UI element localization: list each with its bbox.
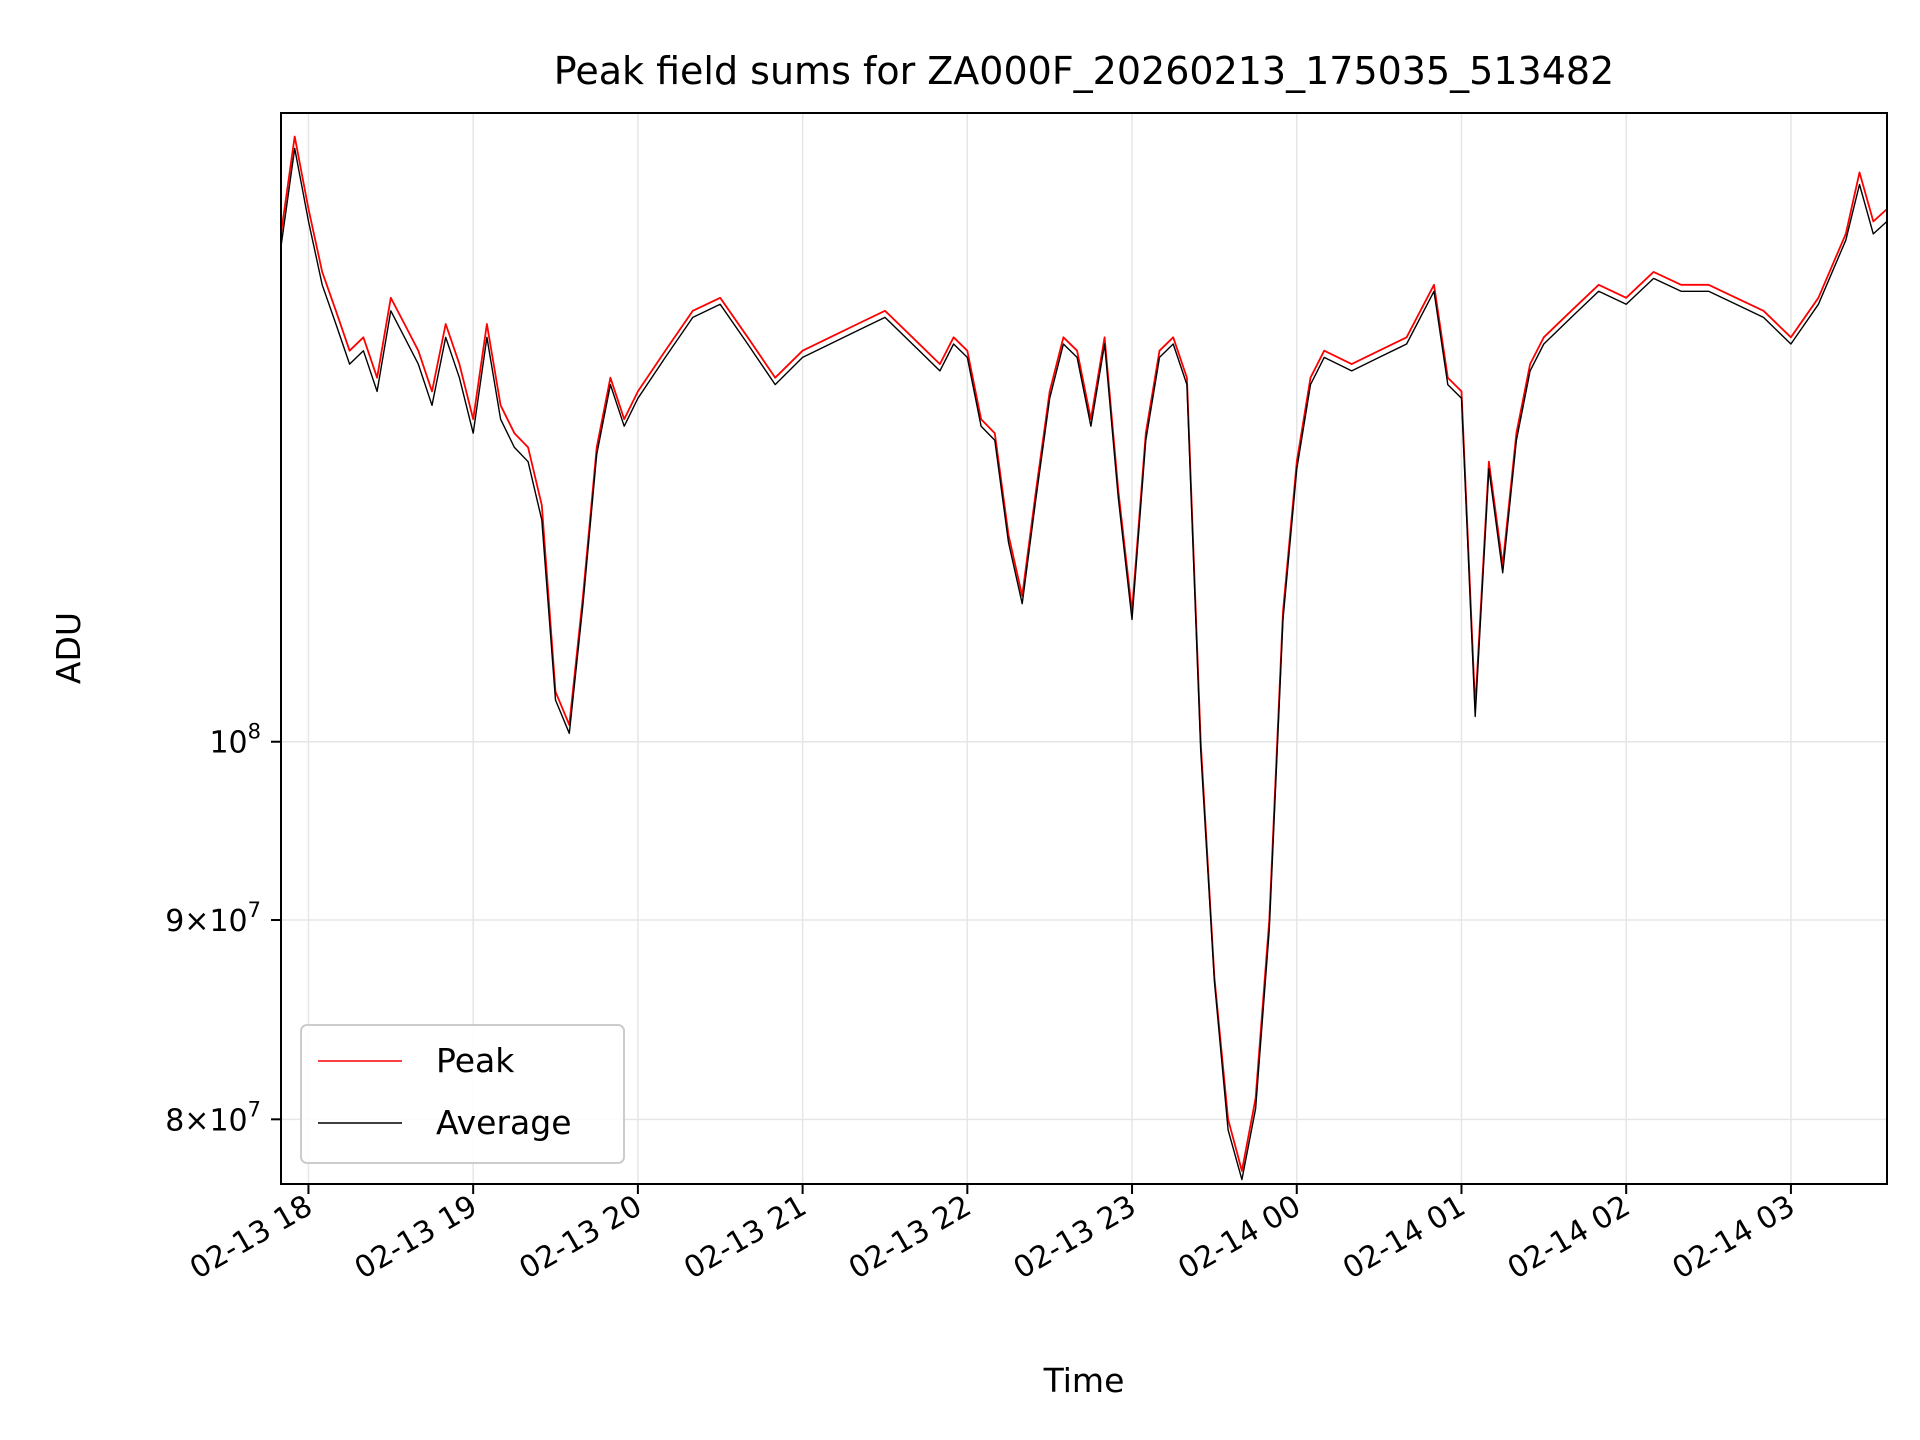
y-axis-label: ADU (49, 612, 88, 684)
legend-label-average: Average (436, 1103, 572, 1142)
y-tick-label: 108 (209, 720, 261, 761)
series-layer (280, 135, 1888, 1181)
y-tick-label: 9×107 (165, 898, 261, 939)
legend-label-peak: Peak (436, 1041, 515, 1080)
grid (281, 113, 1887, 1184)
legend: Peak Average (300, 1024, 625, 1164)
legend-box (300, 1024, 625, 1164)
series-line-average (280, 147, 1888, 1181)
series-line-peak (280, 135, 1888, 1172)
y-tick-label: 8×107 (165, 1097, 261, 1138)
x-axis-label: Time (1043, 1361, 1125, 1400)
plot-frame (280, 112, 1888, 1185)
chart-title: Peak field sums for ZA000F_20260213_1750… (554, 49, 1614, 93)
y-axis: 8×107 9×107 108 (165, 720, 281, 1138)
